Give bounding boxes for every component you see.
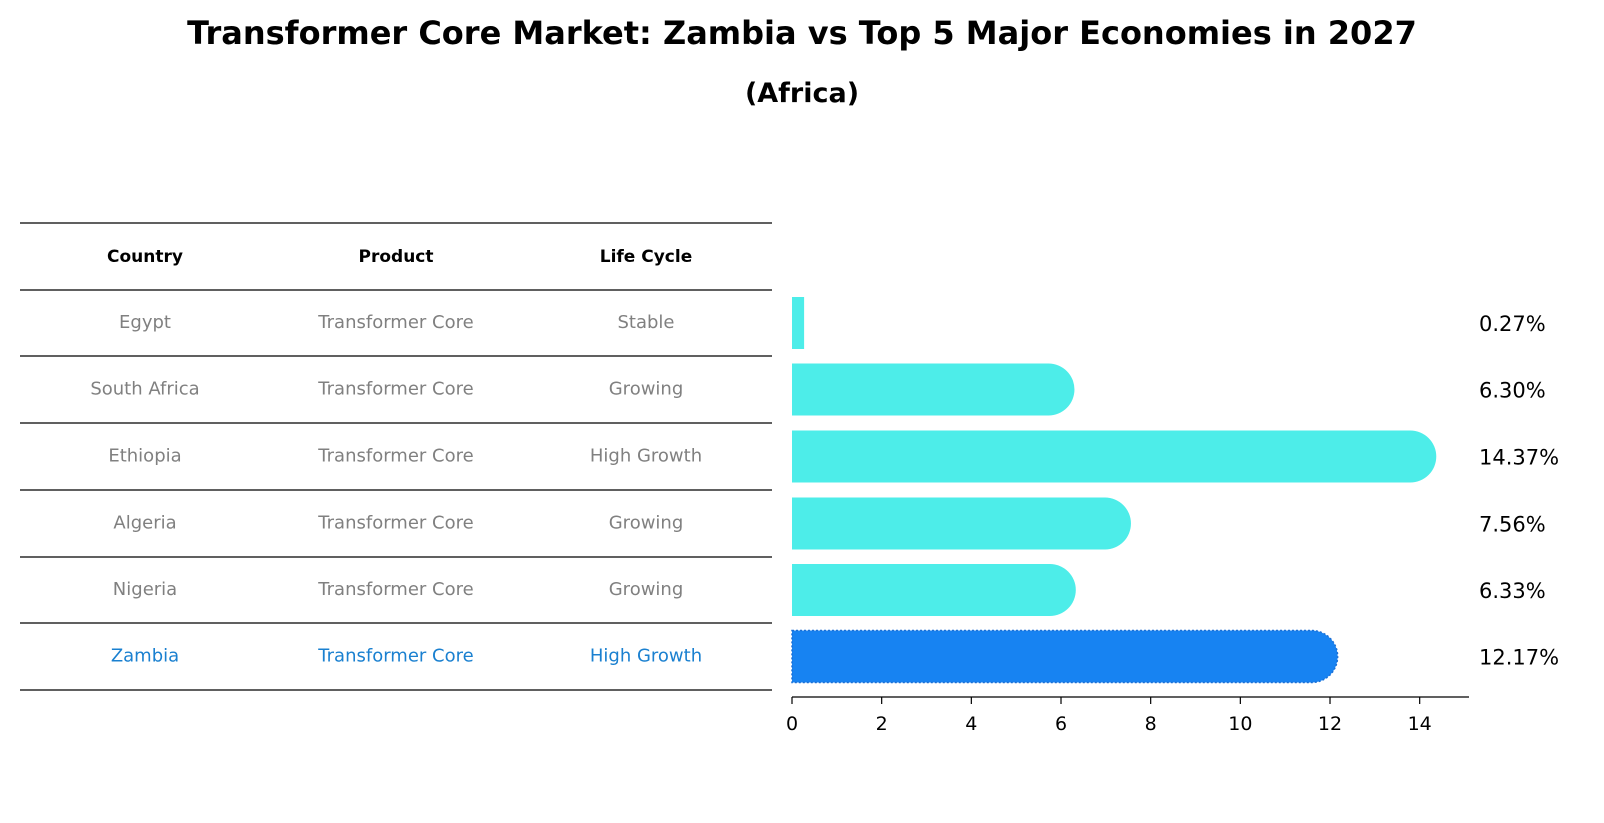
data-label: 0.27% — [1479, 312, 1546, 336]
data-label: 12.17% — [1479, 646, 1559, 670]
table-cell: Nigeria — [113, 579, 177, 600]
x-tick-label: 12 — [1318, 713, 1342, 735]
table-cell: Transformer Core — [317, 513, 473, 534]
table-header-country: Country — [107, 247, 183, 267]
data-label: 14.37% — [1479, 446, 1559, 470]
chart-title: Transformer Core Market: Zambia vs Top 5… — [187, 14, 1417, 52]
data-label: 6.33% — [1479, 579, 1546, 603]
bar-egypt — [792, 297, 805, 349]
table-cell: Stable — [617, 312, 674, 333]
table-header-product: Product — [359, 247, 434, 267]
data-label: 6.30% — [1479, 379, 1546, 403]
table-cell: Transformer Core — [317, 579, 473, 600]
bar-ethiopia — [792, 430, 1437, 483]
x-tick-label: 2 — [876, 713, 888, 735]
table-cell: Ethiopia — [108, 446, 181, 467]
table-cell: Transformer Core — [317, 446, 473, 467]
x-tick-label: 0 — [786, 713, 798, 735]
table-cell: Transformer Core — [317, 312, 473, 333]
x-tick-label: 14 — [1408, 713, 1432, 735]
table-cell: Egypt — [119, 312, 171, 333]
x-tick-label: 4 — [965, 713, 977, 735]
bar-chart: 0.27% 6.30% 14.37% 7.56% 6.33% 12.17% 0 2 4 6 8 10 1… — [786, 297, 1559, 735]
bar-algeria — [792, 497, 1131, 550]
data-label: 7.56% — [1479, 513, 1546, 537]
x-tick-label: 6 — [1055, 713, 1067, 735]
table-header-life-cycle: Life Cycle — [600, 247, 693, 267]
table-cell: High Growth — [590, 646, 702, 667]
table-cell: Growing — [609, 379, 684, 400]
table-cell: South Africa — [90, 379, 199, 400]
table-cell: High Growth — [590, 446, 702, 467]
table-cell: Algeria — [113, 513, 176, 534]
table-cell: Growing — [609, 513, 684, 534]
table-cell: Transformer Core — [317, 646, 473, 667]
x-tick-label: 10 — [1228, 713, 1252, 735]
x-tick-label: 8 — [1145, 713, 1157, 735]
bar-zambia — [791, 629, 1339, 684]
bar-south-africa — [792, 363, 1075, 416]
table-cell: Growing — [609, 579, 684, 600]
table-cell: Zambia — [111, 646, 179, 667]
bar-nigeria — [792, 564, 1076, 616]
chart-subtitle: (Africa) — [744, 78, 860, 109]
data-table: Country Product Life Cycle Egypt Transformer… — [20, 222, 772, 691]
table-cell: Transformer Core — [317, 379, 473, 400]
